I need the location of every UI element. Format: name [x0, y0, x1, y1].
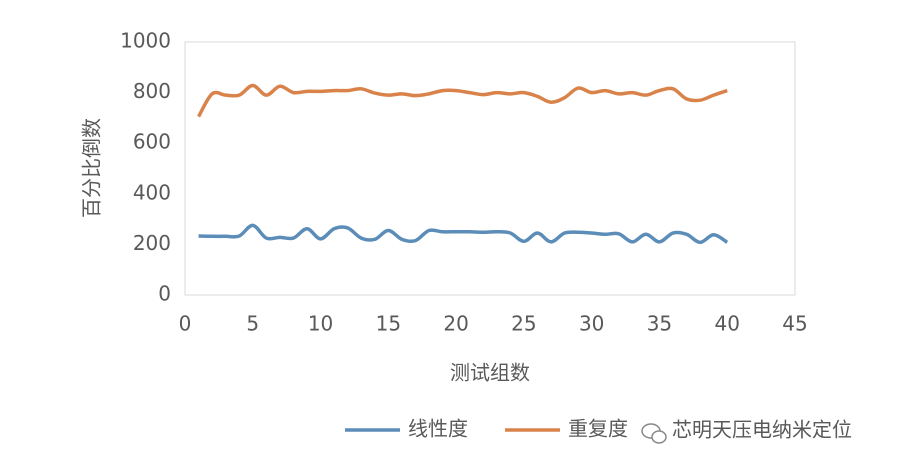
legend-label: 线性度	[408, 417, 468, 441]
y-tick-label: 400	[133, 180, 171, 204]
y-tick-label: 1000	[120, 29, 171, 53]
y-tick-label: 0	[158, 282, 171, 306]
x-axis-label: 测试组数	[450, 361, 530, 385]
x-tick-label: 35	[647, 312, 672, 336]
y-tick-label: 600	[133, 130, 171, 154]
series-line	[197, 83, 728, 118]
x-tick-label: 5	[246, 312, 259, 336]
y-axis-label: 百分比倒数	[80, 118, 104, 218]
series-line	[198, 223, 729, 245]
source-mark	[641, 423, 667, 444]
x-tick-label: 40	[714, 312, 739, 336]
plot-frame	[184, 41, 796, 296]
source: 芯明天压电纳米定位	[672, 418, 852, 442]
x-tick-label: 20	[443, 312, 468, 336]
x-tick-label: 0	[179, 312, 192, 336]
x-tick-label: 25	[511, 312, 536, 336]
legend-label: 重复度	[568, 417, 628, 441]
y-tick-label: 200	[133, 231, 171, 255]
x-tick-label: 45	[782, 312, 807, 336]
icon	[651, 430, 667, 444]
x-tick-label: 30	[579, 312, 604, 336]
x-tick-label: 15	[376, 312, 401, 336]
x-tick-label: 10	[308, 312, 333, 336]
y-tick-label: 800	[133, 79, 171, 103]
